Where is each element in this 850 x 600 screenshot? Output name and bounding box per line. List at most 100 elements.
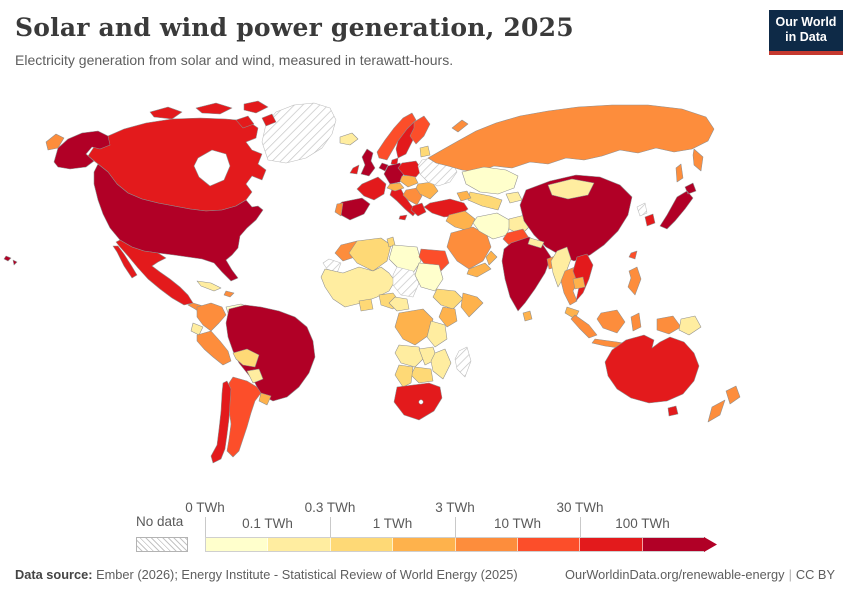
country-taiwan[interactable] — [628, 250, 638, 260]
country-baltics[interactable] — [419, 145, 431, 158]
country-poland[interactable] — [397, 160, 423, 178]
country-angola[interactable] — [394, 344, 424, 368]
country-mongolia[interactable] — [547, 178, 595, 200]
country-japan[interactable] — [659, 182, 697, 230]
no-data-swatch[interactable] — [136, 537, 188, 552]
country-new-zealand[interactable] — [707, 385, 741, 423]
country-laos-cambodia[interactable] — [572, 276, 586, 290]
country-france[interactable] — [356, 176, 387, 201]
country-south-africa[interactable] — [393, 382, 443, 421]
legend-segment[interactable] — [393, 538, 456, 551]
country-finland[interactable] — [409, 115, 431, 145]
country-chile[interactable] — [210, 380, 232, 464]
country-paraguay[interactable] — [246, 368, 264, 384]
country-drc[interactable] — [394, 308, 434, 346]
country-namibia[interactable] — [394, 364, 414, 388]
legend-segment[interactable] — [455, 538, 518, 551]
country-caucasus[interactable] — [456, 190, 472, 202]
country-ghana-cote-divoire[interactable] — [358, 298, 374, 312]
country-argentina[interactable] — [226, 376, 262, 458]
country-mexico[interactable] — [112, 239, 194, 306]
footer-license: CC BY — [795, 567, 835, 582]
country-peru[interactable] — [196, 330, 232, 366]
country-madagascar[interactable] — [454, 346, 472, 378]
country-papua-new-guinea[interactable] — [678, 315, 702, 336]
country-greenland[interactable] — [261, 102, 337, 164]
country-alaska[interactable] — [53, 130, 111, 170]
legend-segment[interactable] — [580, 538, 643, 551]
country-uruguay[interactable] — [258, 392, 272, 406]
legend-segment[interactable] — [517, 538, 581, 551]
footer-separator: | — [788, 567, 792, 582]
country-west-africa[interactable] — [320, 266, 396, 308]
country-sicily[interactable] — [398, 214, 408, 221]
country-cameroon-car[interactable] — [388, 296, 410, 312]
country-tanzania[interactable] — [426, 320, 448, 348]
country-nepal[interactable] — [527, 237, 545, 249]
country-yemen[interactable] — [466, 262, 492, 278]
country-hawaii[interactable] — [3, 255, 18, 266]
map-legend: No data 0 TWh 0.1 TWh 0.3 TWh 1 TWh 3 TWh 10 … — [0, 495, 850, 557]
country-india[interactable] — [501, 236, 552, 312]
country-portugal[interactable] — [334, 202, 344, 217]
country-south-korea[interactable] — [644, 213, 656, 227]
country-greece[interactable] — [410, 202, 427, 217]
legend-tick-label: 0 TWh — [185, 500, 225, 515]
country-algeria[interactable] — [348, 237, 392, 272]
legend-tick-label: 10 TWh — [493, 516, 542, 531]
legend-segment[interactable] — [330, 538, 394, 551]
country-alpine-states[interactable] — [386, 182, 405, 192]
country-philippines[interactable] — [627, 266, 642, 296]
legend-tick-line — [205, 517, 206, 537]
country-uzbekistan-turkmenistan[interactable] — [467, 191, 503, 211]
legend-tick-line — [455, 517, 456, 537]
country-ecuador[interactable] — [190, 322, 204, 336]
page-subtitle: Electricity generation from solar and wi… — [15, 52, 454, 68]
country-somalia[interactable] — [460, 292, 484, 318]
country-north-korea[interactable] — [636, 202, 648, 217]
country-sri-lanka[interactable] — [522, 310, 533, 322]
country-cuba[interactable] — [196, 280, 222, 292]
country-kenya[interactable] — [438, 306, 458, 328]
footer: Data source: Ember (2026); Energy Instit… — [15, 567, 835, 582]
footer-source-text: Ember (2026); Energy Institute - Statist… — [92, 567, 518, 582]
legend-tick-label: 0.1 TWh — [242, 516, 293, 531]
legend-segment[interactable] — [268, 538, 331, 551]
country-hispaniola[interactable] — [223, 290, 235, 298]
hudson-bay — [193, 149, 231, 187]
country-mozambique[interactable] — [430, 348, 452, 380]
country-united-kingdom[interactable] — [360, 148, 376, 177]
legend-tick-label: 30 TWh — [556, 500, 604, 515]
country-oman[interactable] — [485, 250, 498, 266]
country-china[interactable] — [519, 174, 633, 262]
no-data-label: No data — [136, 514, 184, 529]
country-iceland[interactable] — [339, 132, 359, 146]
footer-source: Data source: Ember (2026); Energy Instit… — [15, 567, 518, 582]
country-chad-south-sudan[interactable] — [392, 266, 420, 298]
owid-logo[interactable]: Our World in Data — [769, 10, 843, 55]
owid-logo-line1: Our World — [775, 15, 837, 29]
legend-segment[interactable] — [642, 538, 705, 551]
country-canada-arctic-islands[interactable] — [149, 100, 277, 129]
legend-segment[interactable] — [206, 538, 269, 551]
country-kyrgyzstan-tajikistan[interactable] — [505, 191, 523, 204]
page-title: Solar and wind power generation, 2025 — [15, 13, 574, 42]
footer-link[interactable]: OurWorldinData.org/renewable-energy — [565, 567, 785, 582]
legend-bar — [205, 537, 705, 552]
country-sudan[interactable] — [414, 262, 444, 292]
country-ethiopia[interactable] — [432, 288, 464, 310]
country-colombia[interactable] — [196, 302, 227, 332]
country-bolivia[interactable] — [232, 348, 260, 368]
country-benelux[interactable] — [378, 162, 389, 172]
lesotho-hole — [418, 399, 424, 405]
country-australia[interactable] — [604, 334, 700, 417]
footer-right: OurWorldinData.org/renewable-energy | CC B… — [565, 567, 835, 582]
country-russia[interactable] — [45, 104, 715, 183]
legend-tick-line — [580, 517, 581, 537]
country-zimbabwe-botswana[interactable] — [410, 366, 434, 384]
country-kazakhstan[interactable] — [461, 166, 519, 195]
country-ireland[interactable] — [349, 164, 360, 175]
country-iran[interactable] — [472, 212, 512, 240]
